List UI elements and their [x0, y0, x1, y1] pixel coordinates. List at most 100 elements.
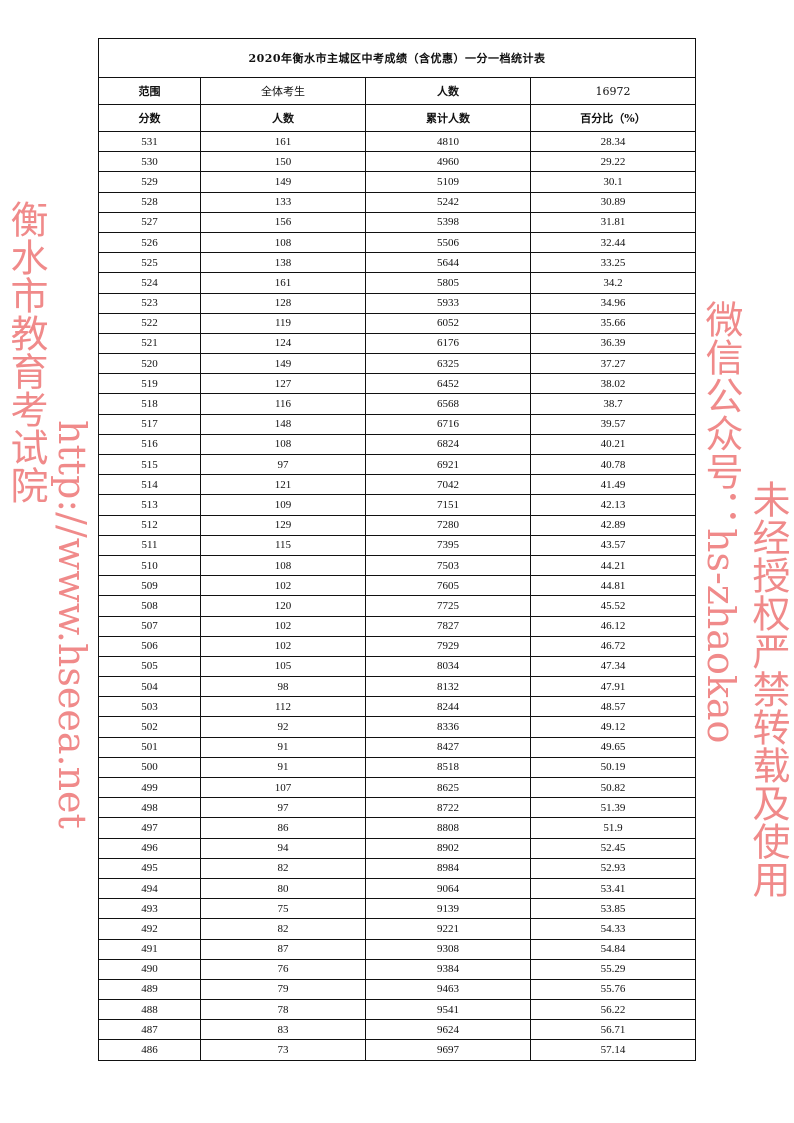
table-row: 495 82 8984 52.93: [98, 857, 696, 879]
cell-percent: 54.33: [530, 918, 696, 940]
cell-score: 511: [98, 534, 201, 556]
cell-percent: 42.89: [530, 514, 696, 536]
watermark-line: 衡水市教育考试院: [4, 200, 48, 504]
cell-cumulative: 8518: [365, 756, 531, 779]
cell-cumulative: 5933: [365, 292, 531, 314]
cell-cumulative: 5109: [365, 171, 531, 193]
table-row: 494 80 9064 53.41: [98, 877, 696, 900]
cell-cumulative: 7395: [365, 534, 531, 556]
cell-cumulative: 8722: [365, 797, 531, 819]
cell-count: 156: [200, 211, 366, 233]
cell-score: 494: [98, 877, 201, 900]
cell-percent: 28.34: [530, 130, 696, 153]
table-row: 518 116 6568 38.7: [98, 393, 696, 415]
cell-cumulative: 7605: [365, 575, 531, 597]
column-header-score: 分数: [98, 104, 201, 132]
cell-count: 108: [200, 433, 366, 456]
table-row: 531 161 4810 28.34: [98, 130, 696, 153]
cell-count: 119: [200, 312, 366, 334]
table-row: 500 91 8518 50.19: [98, 756, 696, 779]
cell-score: 516: [98, 433, 201, 456]
cell-score: 517: [98, 413, 201, 435]
cell-count: 102: [200, 615, 366, 637]
table-row: 511 115 7395 43.57: [98, 534, 696, 556]
cell-cumulative: 8984: [365, 857, 531, 879]
cell-count: 83: [200, 1019, 366, 1041]
table-row: 506 102 7929 46.72: [98, 635, 696, 657]
cell-count: 161: [200, 272, 366, 294]
cell-score: 512: [98, 514, 201, 536]
cell-count: 150: [200, 151, 366, 173]
cell-cumulative: 6824: [365, 433, 531, 456]
cell-score: 506: [98, 635, 201, 657]
table-row: 528 133 5242 30.89: [98, 191, 696, 213]
table-row: 497 86 8808 51.9: [98, 817, 696, 839]
table-row: 527 156 5398 31.81: [98, 211, 696, 233]
table-row: 509 102 7605 44.81: [98, 575, 696, 597]
cell-score: 519: [98, 373, 201, 395]
cell-percent: 40.78: [530, 453, 696, 476]
table-row: 514 121 7042 41.49: [98, 474, 696, 496]
cell-count: 98: [200, 676, 366, 698]
cell-count: 91: [200, 736, 366, 758]
cell-score: 505: [98, 655, 201, 678]
cell-percent: 29.22: [530, 151, 696, 173]
cell-percent: 55.29: [530, 958, 696, 980]
cell-score: 490: [98, 958, 201, 980]
cell-percent: 41.49: [530, 474, 696, 496]
watermark-line: 未经授权严禁转载及使用: [746, 480, 790, 898]
cell-score: 500: [98, 756, 201, 779]
table-row: 516 108 6824 40.21: [98, 433, 696, 456]
cell-percent: 57.14: [530, 1039, 696, 1061]
table-row: 519 127 6452 38.02: [98, 373, 696, 395]
cell-score: 492: [98, 918, 201, 940]
table-row: 517 148 6716 39.57: [98, 413, 696, 435]
cell-score: 513: [98, 494, 201, 516]
cell-percent: 40.21: [530, 433, 696, 456]
cell-score: 503: [98, 696, 201, 718]
cell-percent: 54.84: [530, 938, 696, 960]
cell-cumulative: 7827: [365, 615, 531, 637]
cell-count: 109: [200, 494, 366, 516]
cell-cumulative: 5805: [365, 272, 531, 294]
cell-count: 149: [200, 171, 366, 193]
cell-count: 115: [200, 534, 366, 556]
cell-percent: 34.96: [530, 292, 696, 314]
cell-score: 522: [98, 312, 201, 334]
cell-score: 525: [98, 252, 201, 274]
cell-percent: 46.12: [530, 615, 696, 637]
table-row: 515 97 6921 40.78: [98, 453, 696, 476]
cell-score: 498: [98, 797, 201, 819]
cell-score: 501: [98, 736, 201, 758]
cell-score: 502: [98, 716, 201, 738]
cell-score: 530: [98, 151, 201, 173]
cell-count: 102: [200, 575, 366, 597]
table-row: 524 161 5805 34.2: [98, 272, 696, 294]
watermark-line: http://www.hseea.net: [50, 420, 94, 829]
cell-cumulative: 7725: [365, 595, 531, 617]
cell-score: 491: [98, 938, 201, 960]
cell-cumulative: 7042: [365, 474, 531, 496]
cell-percent: 52.45: [530, 837, 696, 859]
table-row: 522 119 6052 35.66: [98, 312, 696, 334]
cell-cumulative: 8902: [365, 837, 531, 859]
cell-cumulative: 6716: [365, 413, 531, 435]
cell-score: 528: [98, 191, 201, 213]
cell-percent: 35.66: [530, 312, 696, 334]
table-row: 498 97 8722 51.39: [98, 797, 696, 819]
table-row: 505 105 8034 47.34: [98, 655, 696, 678]
cell-cumulative: 8132: [365, 676, 531, 698]
cell-score: 523: [98, 292, 201, 314]
cell-percent: 56.22: [530, 999, 696, 1021]
cell-count: 133: [200, 191, 366, 213]
cell-score: 499: [98, 776, 201, 799]
cell-percent: 30.1: [530, 171, 696, 193]
cell-cumulative: 6921: [365, 453, 531, 476]
table-row: 512 129 7280 42.89: [98, 514, 696, 536]
cell-count: 87: [200, 938, 366, 960]
column-header-percent: 百分比（%）: [530, 104, 696, 132]
table-row: 487 83 9624 56.71: [98, 1019, 696, 1041]
cell-count: 121: [200, 474, 366, 496]
cell-score: 495: [98, 857, 201, 879]
cell-percent: 53.85: [530, 898, 696, 920]
